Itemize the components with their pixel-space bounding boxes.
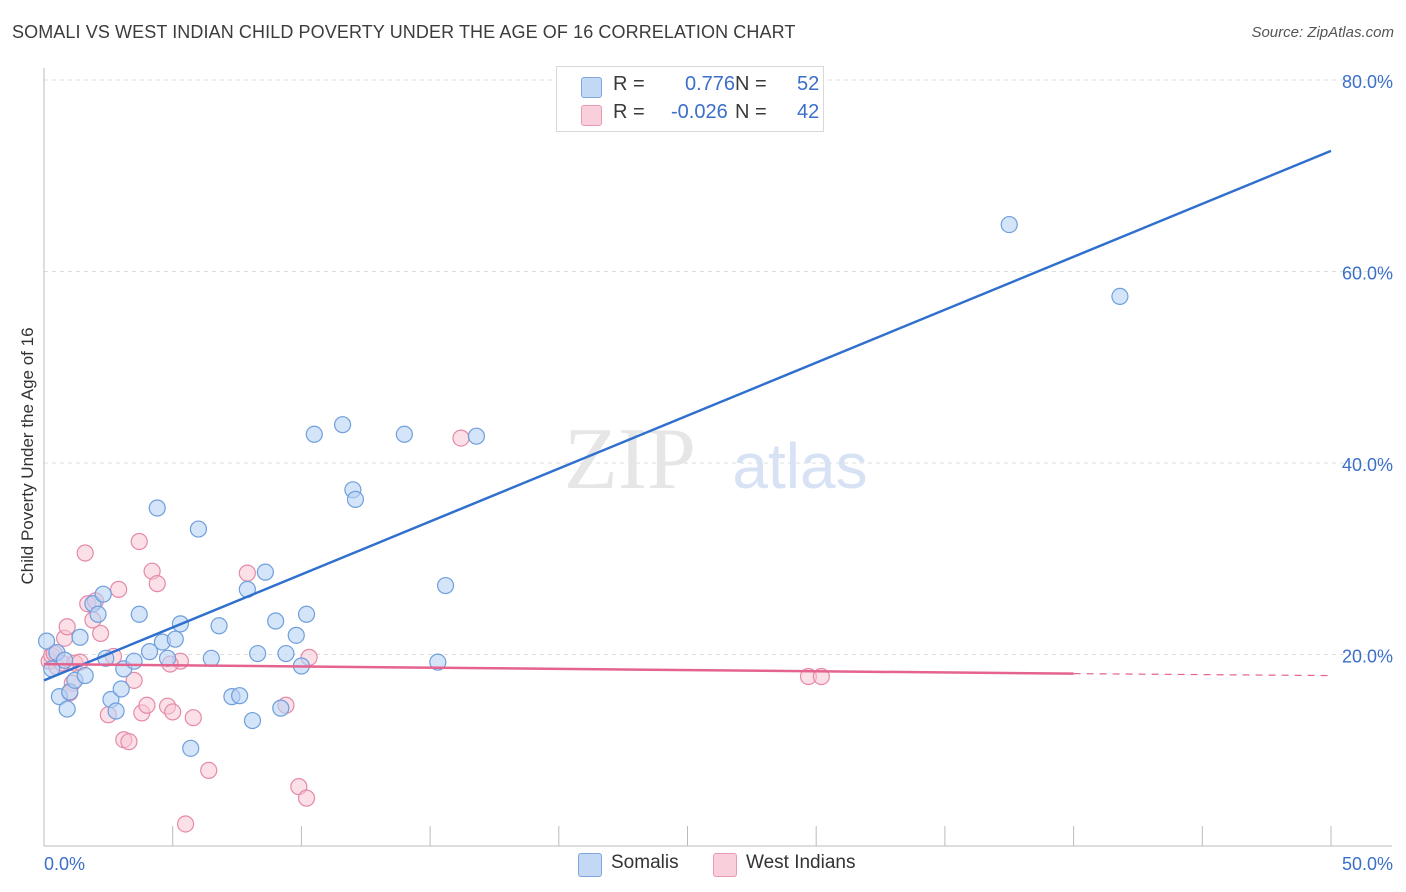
somali-point <box>272 699 290 717</box>
x-tick-label-max: 50.0% <box>1342 854 1393 874</box>
westindian-point <box>76 544 94 562</box>
legend-somalis-swatch <box>578 853 602 877</box>
westindian-point <box>176 815 195 833</box>
somali-point <box>202 649 220 667</box>
somali-n-value: 52 <box>797 73 820 95</box>
westindian-trend-extension <box>1073 673 1332 677</box>
somali-r-value: 0.776 <box>685 73 736 95</box>
westindian-n-label: N = <box>735 101 773 123</box>
somali-point <box>231 687 249 705</box>
somali-points <box>37 215 1129 757</box>
westindian-point <box>184 709 202 727</box>
legend-westindians-label: West Indians <box>746 852 856 873</box>
somali-point <box>76 666 94 685</box>
somali-point <box>333 416 352 434</box>
somali-trend-line <box>43 149 1332 682</box>
watermark-atlas: atlas <box>732 430 867 502</box>
westindian-r-label: R = <box>613 101 651 123</box>
westindian-point <box>125 671 143 689</box>
somali-point <box>89 605 107 623</box>
somali-point <box>55 651 74 669</box>
somali-point <box>1111 287 1129 305</box>
westindian-point <box>238 564 256 582</box>
somali-point <box>37 632 56 650</box>
somali-point <box>94 585 112 603</box>
x-tick-label-min: 0.0% <box>44 854 85 874</box>
somali-point <box>166 630 184 648</box>
somali-point <box>467 427 486 445</box>
somali-point <box>436 576 455 595</box>
trend-lines <box>43 149 1332 682</box>
somali-point <box>107 702 125 720</box>
somali-point <box>256 563 274 581</box>
somali-point <box>305 425 323 443</box>
somali-point <box>297 605 316 623</box>
somali-point <box>125 652 143 670</box>
westindian-point <box>92 624 110 643</box>
axes <box>43 68 1392 847</box>
somali-n-label: N = <box>735 73 773 95</box>
westindian-point <box>164 703 182 721</box>
westindian-point <box>58 618 76 636</box>
y-tick-label: 20.0% <box>1342 647 1393 667</box>
somali-point <box>1000 215 1018 234</box>
westindian-trend-line <box>43 662 1074 675</box>
somali-point <box>112 680 130 698</box>
westindian-point <box>138 696 156 714</box>
somali-point <box>267 612 285 630</box>
legend-westindians-swatch <box>713 853 737 877</box>
source-label: Source: ZipAtlas.com <box>1251 24 1394 41</box>
somali-point <box>148 499 166 517</box>
somali-point <box>189 520 208 538</box>
y-tick-label: 80.0% <box>1342 72 1393 92</box>
somali-point <box>287 626 305 644</box>
westindian-point <box>452 429 470 447</box>
somali-r-label: R = <box>613 73 651 95</box>
somali-point <box>140 643 159 661</box>
westindian-points <box>40 429 830 833</box>
watermark-zip: ZIP <box>564 411 696 508</box>
westindian-swatch <box>581 105 602 126</box>
westindian-point <box>130 532 148 551</box>
correlation-legend: R = 0.776 N = 52 R = -0.026 N = 42 <box>556 66 824 132</box>
somali-point <box>249 644 267 663</box>
y-tick-label: 60.0% <box>1342 264 1393 284</box>
somali-point <box>130 605 148 623</box>
somali-swatch <box>581 77 602 98</box>
legend-somalis-label: Somalis <box>611 852 679 873</box>
westindian-point <box>148 575 166 593</box>
westindian-point <box>200 761 218 779</box>
somali-point <box>243 711 262 730</box>
tick-labels: 20.0% 40.0% 60.0% 80.0% 0.0% 50.0% <box>44 72 1393 874</box>
somali-point <box>429 653 447 671</box>
chart-title: SOMALI VS WEST INDIAN CHILD POVERTY UNDE… <box>12 22 796 42</box>
somali-point <box>210 617 228 635</box>
somali-point <box>182 739 200 757</box>
somali-point <box>58 700 76 718</box>
y-axis-title: Child Poverty Under the Age of 16 <box>18 327 37 585</box>
somali-point <box>71 628 89 646</box>
westindian-point <box>120 733 138 751</box>
westindian-r-value: -0.026 <box>671 101 728 123</box>
somali-point <box>277 644 295 663</box>
somali-point <box>346 490 365 508</box>
westindian-point <box>297 789 316 807</box>
y-tick-label: 40.0% <box>1342 455 1393 475</box>
westindian-point <box>110 580 128 598</box>
somali-point <box>395 425 413 443</box>
westindian-n-value: 42 <box>797 101 820 123</box>
